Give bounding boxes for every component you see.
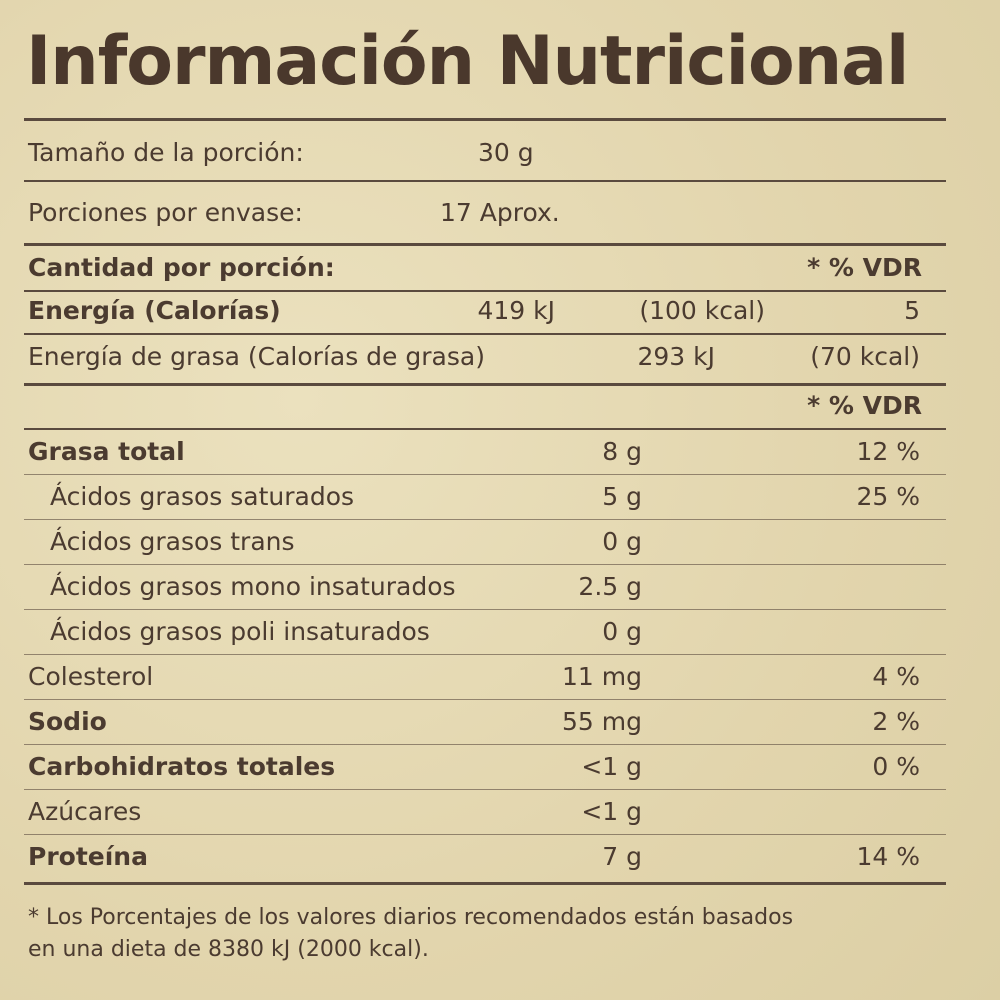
nutrient-amount: 11 mg	[562, 662, 642, 691]
nutrient-dv: 14 %	[856, 842, 920, 871]
rule	[24, 180, 946, 182]
nutrient-name: Colesterol	[28, 662, 154, 691]
rule	[24, 609, 946, 610]
rule	[24, 789, 946, 790]
nutrient-name: Sodio	[28, 707, 107, 736]
nutrient-amount: 55 mg	[562, 707, 642, 736]
rule	[24, 564, 946, 565]
fat-energy-kcal: (70 kcal)	[810, 342, 920, 371]
amount-header: Cantidad por porción:	[28, 253, 335, 282]
rule	[24, 428, 946, 430]
rule	[24, 882, 946, 885]
dv-header: * % VDR	[807, 391, 922, 420]
nutrient-name: Ácidos grasos mono insaturados	[50, 572, 456, 601]
nutrient-name: Ácidos grasos trans	[50, 527, 295, 556]
serving-label: Tamaño de la porción:	[28, 138, 304, 167]
nutrient-amount: <1 g	[581, 797, 642, 826]
nutrient-amount: 7 g	[602, 842, 642, 871]
servings-label: Porciones por envase:	[28, 198, 303, 227]
fat-energy-label: Energía de grasa (Calorías de grasa)	[28, 342, 485, 371]
nutrient-name: Ácidos grasos poli insaturados	[50, 617, 430, 646]
fat-energy-kj: 293 kJ	[637, 342, 715, 371]
nutrient-name: Ácidos grasos saturados	[50, 482, 355, 511]
energy-label: Energía (Calorías)	[28, 296, 281, 325]
nutrient-dv: 12 %	[856, 437, 920, 466]
nutrient-amount: <1 g	[581, 752, 642, 781]
nutrient-name: Azúcares	[28, 797, 142, 826]
footnote: en una dieta de 8380 kJ (2000 kcal).	[28, 937, 429, 962]
serving-value: 30 g	[478, 138, 534, 167]
nutrient-amount: 0 g	[602, 527, 642, 556]
footnote: * Los Porcentajes de los valores diarios…	[28, 905, 794, 930]
rule	[24, 519, 946, 520]
servings-value: 17 Aprox.	[440, 198, 560, 227]
rule	[24, 744, 946, 745]
nutrient-amount: 5 g	[602, 482, 642, 511]
rule	[24, 118, 946, 121]
rule	[24, 243, 946, 246]
nutrient-dv: 25 %	[856, 482, 920, 511]
rule	[24, 383, 946, 386]
rule	[24, 474, 946, 475]
nutrient-dv: 0 %	[872, 752, 920, 781]
nutrient-name: Grasa total	[28, 437, 185, 466]
nutrient-dv: 4 %	[872, 662, 920, 691]
nutrient-name: Proteína	[28, 842, 148, 871]
rule	[24, 654, 946, 655]
rule	[24, 834, 946, 835]
nutrient-name: Carbohidratos totales	[28, 752, 336, 781]
title: Información Nutricional	[26, 22, 909, 101]
nutrient-amount: 0 g	[602, 617, 642, 646]
rule	[24, 333, 946, 335]
nutrient-amount: 8 g	[602, 437, 642, 466]
dv-header: * % VDR	[807, 253, 922, 282]
energy-kcal: (100 kcal)	[639, 296, 765, 325]
energy-kj: 419 kJ	[477, 296, 555, 325]
nutrient-dv: 2 %	[872, 707, 920, 736]
rule	[24, 290, 946, 292]
energy-dv: 5	[904, 296, 920, 325]
rule	[24, 699, 946, 700]
nutrient-amount: 2.5 g	[578, 572, 642, 601]
